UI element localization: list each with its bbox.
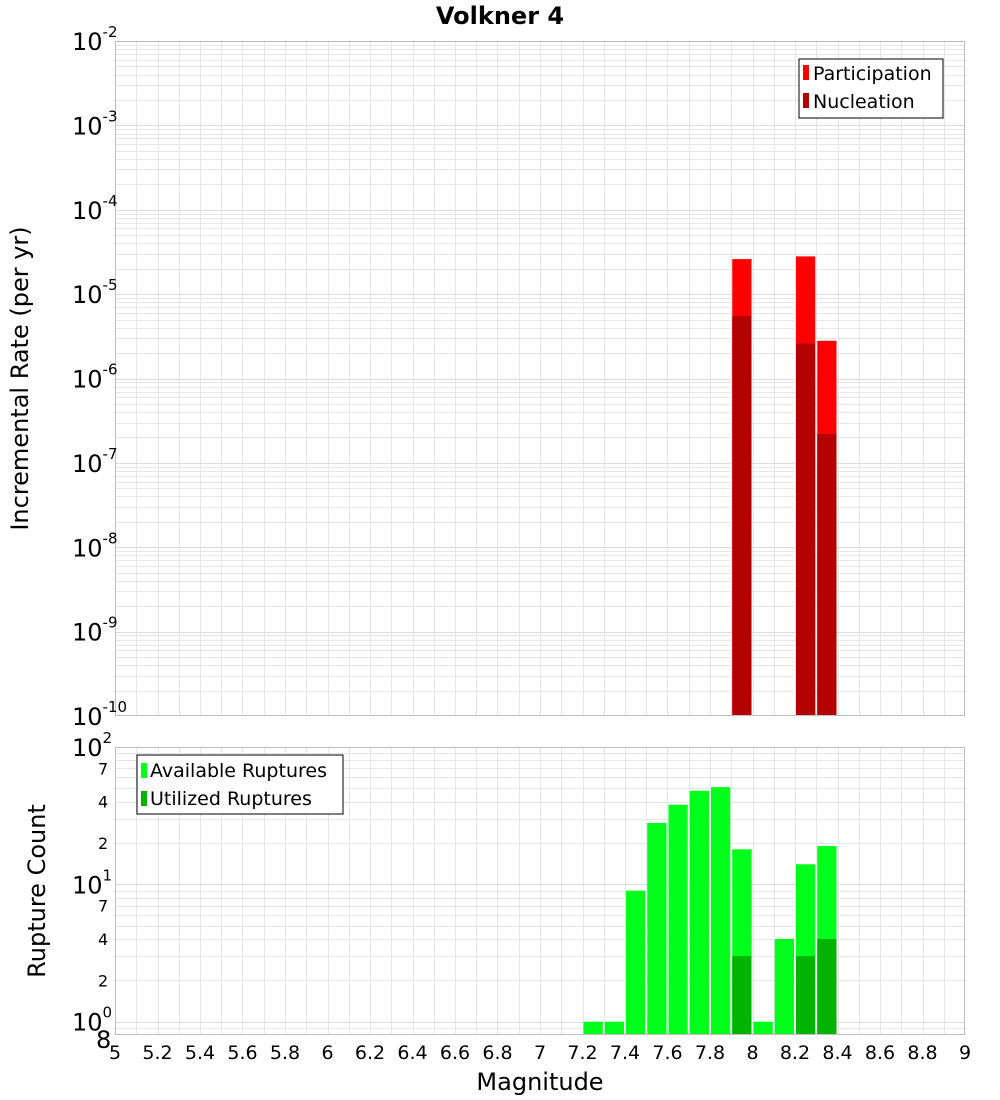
x-tick-label: 7.8	[695, 1042, 725, 1064]
y-minor-tick-label: 2	[98, 971, 108, 990]
bottom-legend-box	[136, 754, 344, 815]
y-tick-label: 10-9	[72, 614, 118, 647]
x-tick-label: 5	[109, 1042, 121, 1064]
y-minor-tick-label: 2	[98, 834, 108, 853]
top-panel: 10-2 10-3 10-4 10-5 10-6 10-7 10-8 10-9 10-10 In…	[6, 23, 965, 731]
legend-swatch-utilized-ruptures	[141, 791, 147, 806]
top-y-axis-label: Incremental Rate (per yr)	[6, 226, 34, 530]
x-tick-label: 7.6	[652, 1042, 682, 1064]
y-tick-label: 10-7	[72, 445, 118, 478]
x-tick-label: 5.6	[227, 1042, 257, 1064]
x-tick-label: 8.4	[822, 1042, 852, 1064]
y-minor-tick-label: 8	[96, 1026, 111, 1054]
legend-label-utilized-ruptures: Utilized Ruptures	[150, 788, 312, 810]
top-legend-box	[798, 58, 944, 119]
x-tick-label: 6	[321, 1042, 333, 1064]
bottom-bars	[583, 787, 837, 1035]
bottom-panel: 102 101 100 7 4 2 7 4 2 8 5 5.2 5.4 5.6 5.8 6 6.2 6.4 6.6…	[23, 729, 971, 1096]
bar-utilized-ruptures	[817, 939, 837, 1035]
y-tick-label: 10-5	[72, 276, 118, 309]
bar-available-ruptures	[604, 1021, 624, 1035]
y-tick-label: 10-3	[72, 107, 118, 140]
top-bars	[732, 256, 837, 716]
bar-available-ruptures	[647, 822, 667, 1035]
top-plot-border	[115, 41, 965, 716]
legend-swatch-available-ruptures	[141, 763, 147, 778]
y-minor-tick-label: 7	[98, 759, 108, 778]
y-tick-label: 102	[72, 729, 112, 762]
bar-available-ruptures	[711, 787, 731, 1035]
y-tick-label: 100	[72, 1004, 112, 1037]
x-axis-label: Magnitude	[476, 1068, 603, 1096]
chart-title: Volkner 4	[436, 2, 564, 30]
y-minor-tick-label: 4	[98, 793, 108, 812]
x-tick-labels: 5 5.2 5.4 5.6 5.8 6 6.2 6.4 6.6 6.8 7 7.2 7.4 7.6 7.8 8…	[109, 1042, 971, 1064]
bar-available-ruptures	[626, 890, 646, 1035]
x-tick-label: 7	[534, 1042, 546, 1064]
y-tick-label: 10-4	[72, 192, 118, 225]
bar-available-ruptures	[583, 1021, 603, 1035]
bottom-y-tick-labels: 102 101 100 7 4 2 7 4 2 8	[72, 729, 112, 1054]
top-grid	[115, 41, 965, 716]
bar-nucleation	[817, 433, 837, 716]
bar-utilized-ruptures	[732, 956, 752, 1035]
bar-available-ruptures	[689, 790, 709, 1035]
bar-nucleation	[732, 316, 752, 716]
bottom-legend: Available Ruptures Utilized Ruptures	[136, 754, 344, 815]
bar-available-ruptures	[668, 804, 688, 1035]
y-tick-label: 10-6	[72, 361, 118, 394]
x-tick-label: 6.2	[355, 1042, 385, 1064]
legend-label-participation: Participation	[813, 63, 932, 85]
x-tick-label: 8.6	[865, 1042, 895, 1064]
bar-nucleation	[796, 343, 816, 716]
x-tick-label: 8	[746, 1042, 758, 1064]
x-tick-label: 6.4	[397, 1042, 427, 1064]
y-tick-label: 10-2	[72, 23, 118, 56]
top-legend: Participation Nucleation	[798, 58, 944, 119]
y-minor-tick-label: 7	[98, 897, 108, 916]
top-y-tick-labels: 10-2 10-3 10-4 10-5 10-6 10-7 10-8 10-9 10-10	[72, 23, 127, 731]
y-minor-tick-label: 4	[98, 930, 108, 949]
legend-swatch-participation	[803, 65, 809, 80]
x-tick-label: 5.8	[270, 1042, 300, 1064]
y-tick-label: 10-10	[72, 698, 127, 731]
y-tick-label: 101	[72, 866, 112, 899]
x-tick-label: 7.2	[567, 1042, 597, 1064]
x-tick-label: 8.8	[907, 1042, 937, 1064]
y-tick-label: 10-8	[72, 529, 118, 562]
x-tick-label: 6.6	[440, 1042, 470, 1064]
x-tick-label: 9	[959, 1042, 971, 1064]
x-tick-label: 6.8	[482, 1042, 512, 1064]
legend-swatch-nucleation	[803, 93, 809, 108]
legend-label-nucleation: Nucleation	[813, 91, 915, 113]
bar-utilized-ruptures	[796, 956, 816, 1035]
bottom-plot-border	[115, 747, 965, 1035]
legend-label-available-ruptures: Available Ruptures	[150, 760, 327, 782]
x-tick-label: 8.2	[780, 1042, 810, 1064]
x-tick-label: 5.2	[142, 1042, 172, 1064]
x-tick-label: 5.4	[185, 1042, 215, 1064]
bar-available-ruptures	[774, 939, 794, 1035]
x-tick-label: 7.4	[610, 1042, 640, 1064]
bottom-y-axis-label: Rupture Count	[23, 804, 51, 978]
bar-available-ruptures	[753, 1021, 773, 1035]
